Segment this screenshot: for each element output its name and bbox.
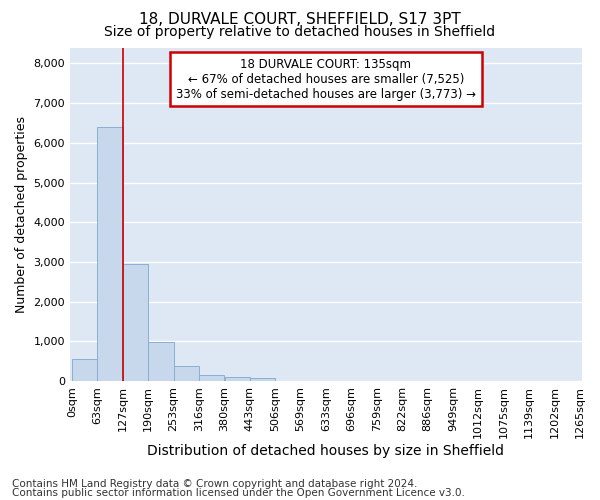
Bar — [97, 127, 122, 381]
Text: Contains HM Land Registry data © Crown copyright and database right 2024.: Contains HM Land Registry data © Crown c… — [12, 479, 418, 489]
Bar — [174, 366, 199, 381]
Bar — [123, 264, 148, 381]
Bar — [72, 359, 97, 381]
Bar — [148, 342, 173, 381]
Y-axis label: Number of detached properties: Number of detached properties — [15, 116, 28, 313]
Bar — [199, 374, 224, 381]
Text: Size of property relative to detached houses in Sheffield: Size of property relative to detached ho… — [104, 25, 496, 39]
X-axis label: Distribution of detached houses by size in Sheffield: Distribution of detached houses by size … — [148, 444, 505, 458]
Bar — [250, 378, 275, 381]
Text: Contains public sector information licensed under the Open Government Licence v3: Contains public sector information licen… — [12, 488, 465, 498]
Text: 18, DURVALE COURT, SHEFFIELD, S17 3PT: 18, DURVALE COURT, SHEFFIELD, S17 3PT — [139, 12, 461, 28]
Text: 18 DURVALE COURT: 135sqm
← 67% of detached houses are smaller (7,525)
33% of sem: 18 DURVALE COURT: 135sqm ← 67% of detach… — [176, 58, 476, 100]
Bar — [224, 376, 250, 381]
